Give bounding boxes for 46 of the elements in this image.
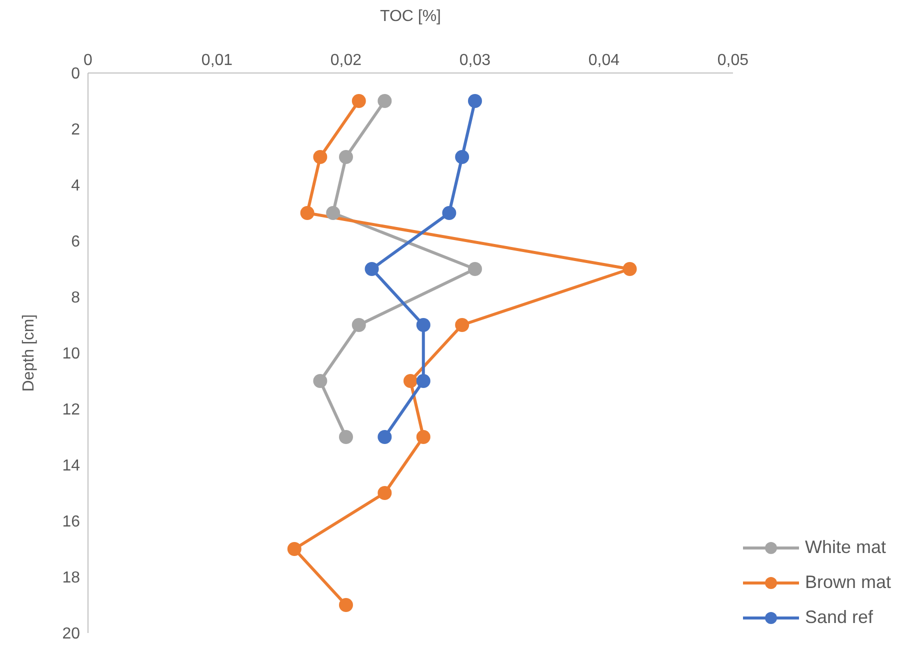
point xyxy=(364,262,379,276)
point xyxy=(416,318,430,332)
x-tick-label: 0,05 xyxy=(717,52,749,69)
point xyxy=(378,430,392,444)
point xyxy=(468,262,482,276)
point xyxy=(455,150,470,164)
y-tick-label: 0 xyxy=(71,66,80,83)
legend-label: Brown mat xyxy=(804,572,891,593)
point xyxy=(352,94,366,108)
y-tick-label: 10 xyxy=(62,346,80,363)
point xyxy=(313,150,328,164)
y-axis-title: Depth [cm] xyxy=(20,314,38,392)
y-tick-label: 18 xyxy=(62,570,80,587)
point xyxy=(468,94,482,108)
point xyxy=(326,206,340,220)
y-tick-label: 14 xyxy=(62,458,80,475)
point xyxy=(378,94,392,108)
y-tick-label: 16 xyxy=(62,514,80,531)
point xyxy=(403,374,418,388)
y-tick-label: 20 xyxy=(62,626,80,643)
point xyxy=(313,374,328,388)
point xyxy=(338,598,353,612)
y-tick-label: 8 xyxy=(71,290,80,307)
point xyxy=(352,318,366,332)
y-tick-label: 12 xyxy=(62,402,80,419)
x-axis-title: TOC [%] xyxy=(380,8,442,25)
point xyxy=(416,430,430,444)
y-tick-label: 6 xyxy=(71,234,80,251)
y-tick-label: 4 xyxy=(71,178,80,195)
x-tick-label: 0,02 xyxy=(330,52,362,69)
x-tick-label: 0,01 xyxy=(201,52,233,69)
x-tick-label: 0,03 xyxy=(459,52,491,69)
point xyxy=(622,262,637,276)
legend-label: Sand ref xyxy=(804,607,874,628)
point xyxy=(378,486,392,500)
point xyxy=(416,374,430,388)
point xyxy=(442,206,456,220)
point xyxy=(287,542,302,556)
point xyxy=(338,150,353,164)
point xyxy=(455,318,470,332)
point xyxy=(338,430,353,444)
point xyxy=(300,206,314,220)
legend-label: White mat xyxy=(804,537,886,558)
x-tick-label: 0,04 xyxy=(588,52,620,69)
y-tick-label: 2 xyxy=(71,122,80,139)
x-tick-label: 0 xyxy=(84,52,93,69)
